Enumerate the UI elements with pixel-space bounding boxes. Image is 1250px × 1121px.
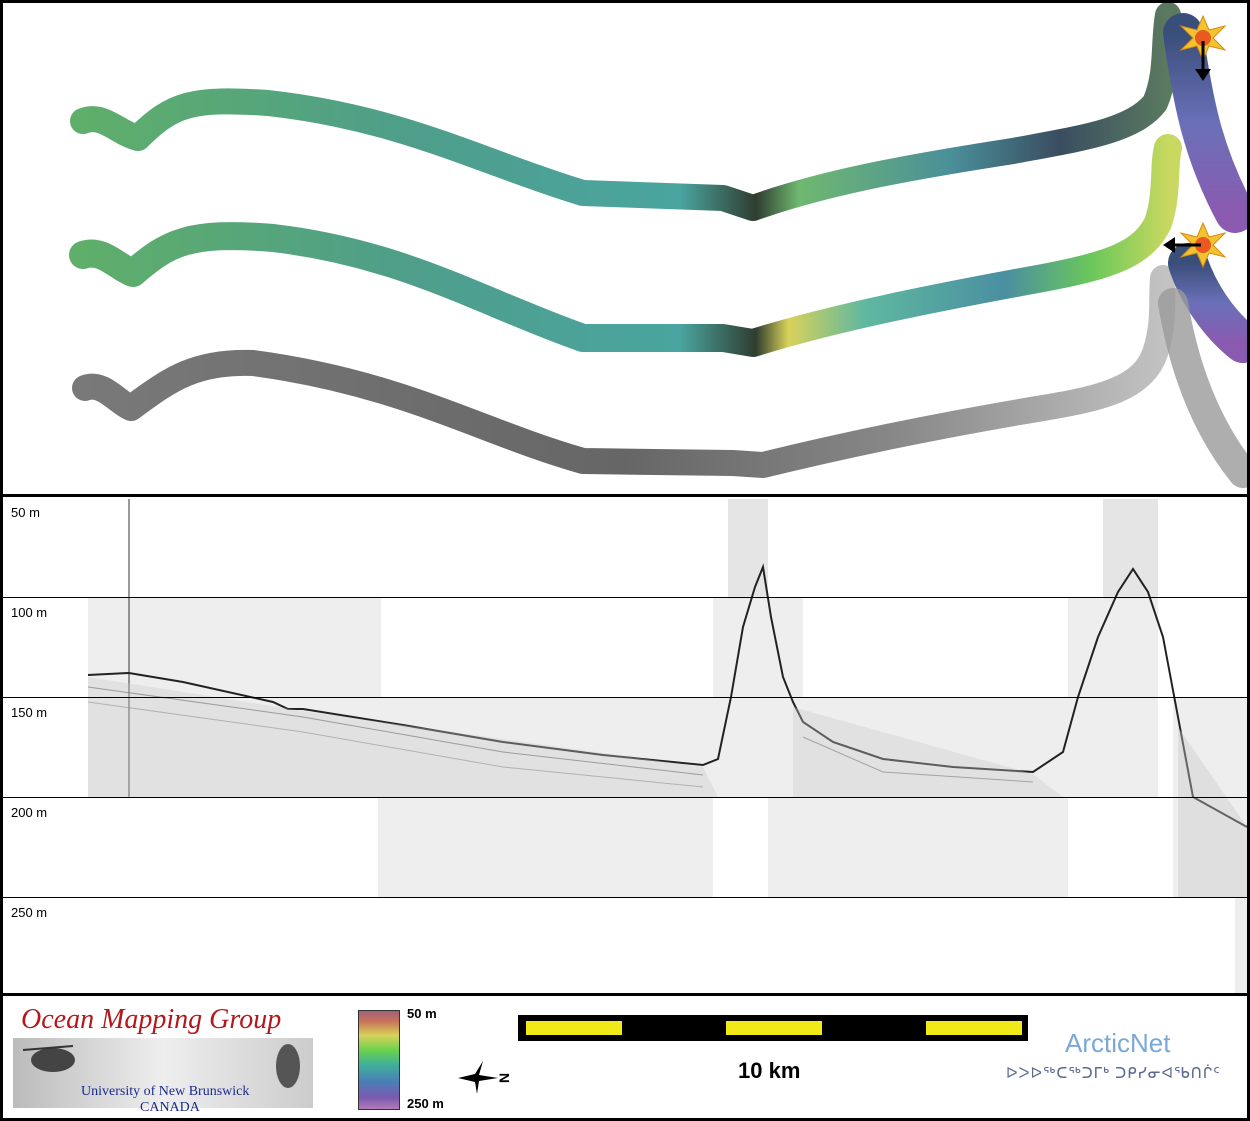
swath-map (69, 3, 1247, 488)
north-arrow-icon: N (458, 1061, 512, 1094)
swath-backscatter (72, 265, 1176, 478)
scale-bar-label: 10 km (738, 1058, 801, 1083)
scale-bar (518, 1015, 1028, 1041)
omg-logo-title: Ocean Mapping Group (21, 1004, 282, 1035)
arcticnet-logo-title: ArcticNet (1065, 1028, 1171, 1058)
arrow-left-icon (1163, 237, 1201, 253)
omg-logo-country: CANADA (140, 1100, 200, 1115)
omg-logo-image (13, 1038, 313, 1108)
swath-bathymetry-1 (70, 3, 1181, 221)
swath-bathymetry-2 (69, 134, 1182, 357)
subbottom-profile (87, 499, 1247, 993)
depth-label-150: 150 m (11, 705, 48, 720)
arcticnet-logo-syllabics: ᐅᐳᐅᖅᑕᖅᑐᒥᒃ ᑐᑭᓯᓂᐊᖃᑎᒌᑦ (1006, 1065, 1221, 1082)
depth-label-50: 50 m (11, 505, 40, 520)
depth-label-250: 250 m (11, 905, 48, 920)
omg-logo-university: University of New Brunswick (81, 1084, 250, 1099)
seafloor-reflector (87, 563, 1247, 828)
map-panel (0, 0, 1250, 497)
swath-fjord-1 (1163, 13, 1247, 233)
colorbar-bottom-label: 250 m (407, 1096, 444, 1111)
explosion-icon (1179, 221, 1227, 269)
swath-fjord-3 (1158, 288, 1247, 488)
depth-colorbar (358, 1010, 400, 1110)
depth-label-100: 100 m (11, 605, 48, 620)
compass-letter: N (496, 1073, 512, 1083)
colorbar-top-label: 50 m (407, 1006, 437, 1021)
arrow-down-icon (1195, 41, 1211, 81)
swath-fjord-2 (1168, 243, 1247, 363)
depth-label-200: 200 m (11, 805, 48, 820)
legend-panel: Ocean Mapping Group University of New Br… (0, 993, 1250, 1121)
profile-panel: 50 m 100 m 150 m 200 m 250 m (0, 494, 1250, 996)
